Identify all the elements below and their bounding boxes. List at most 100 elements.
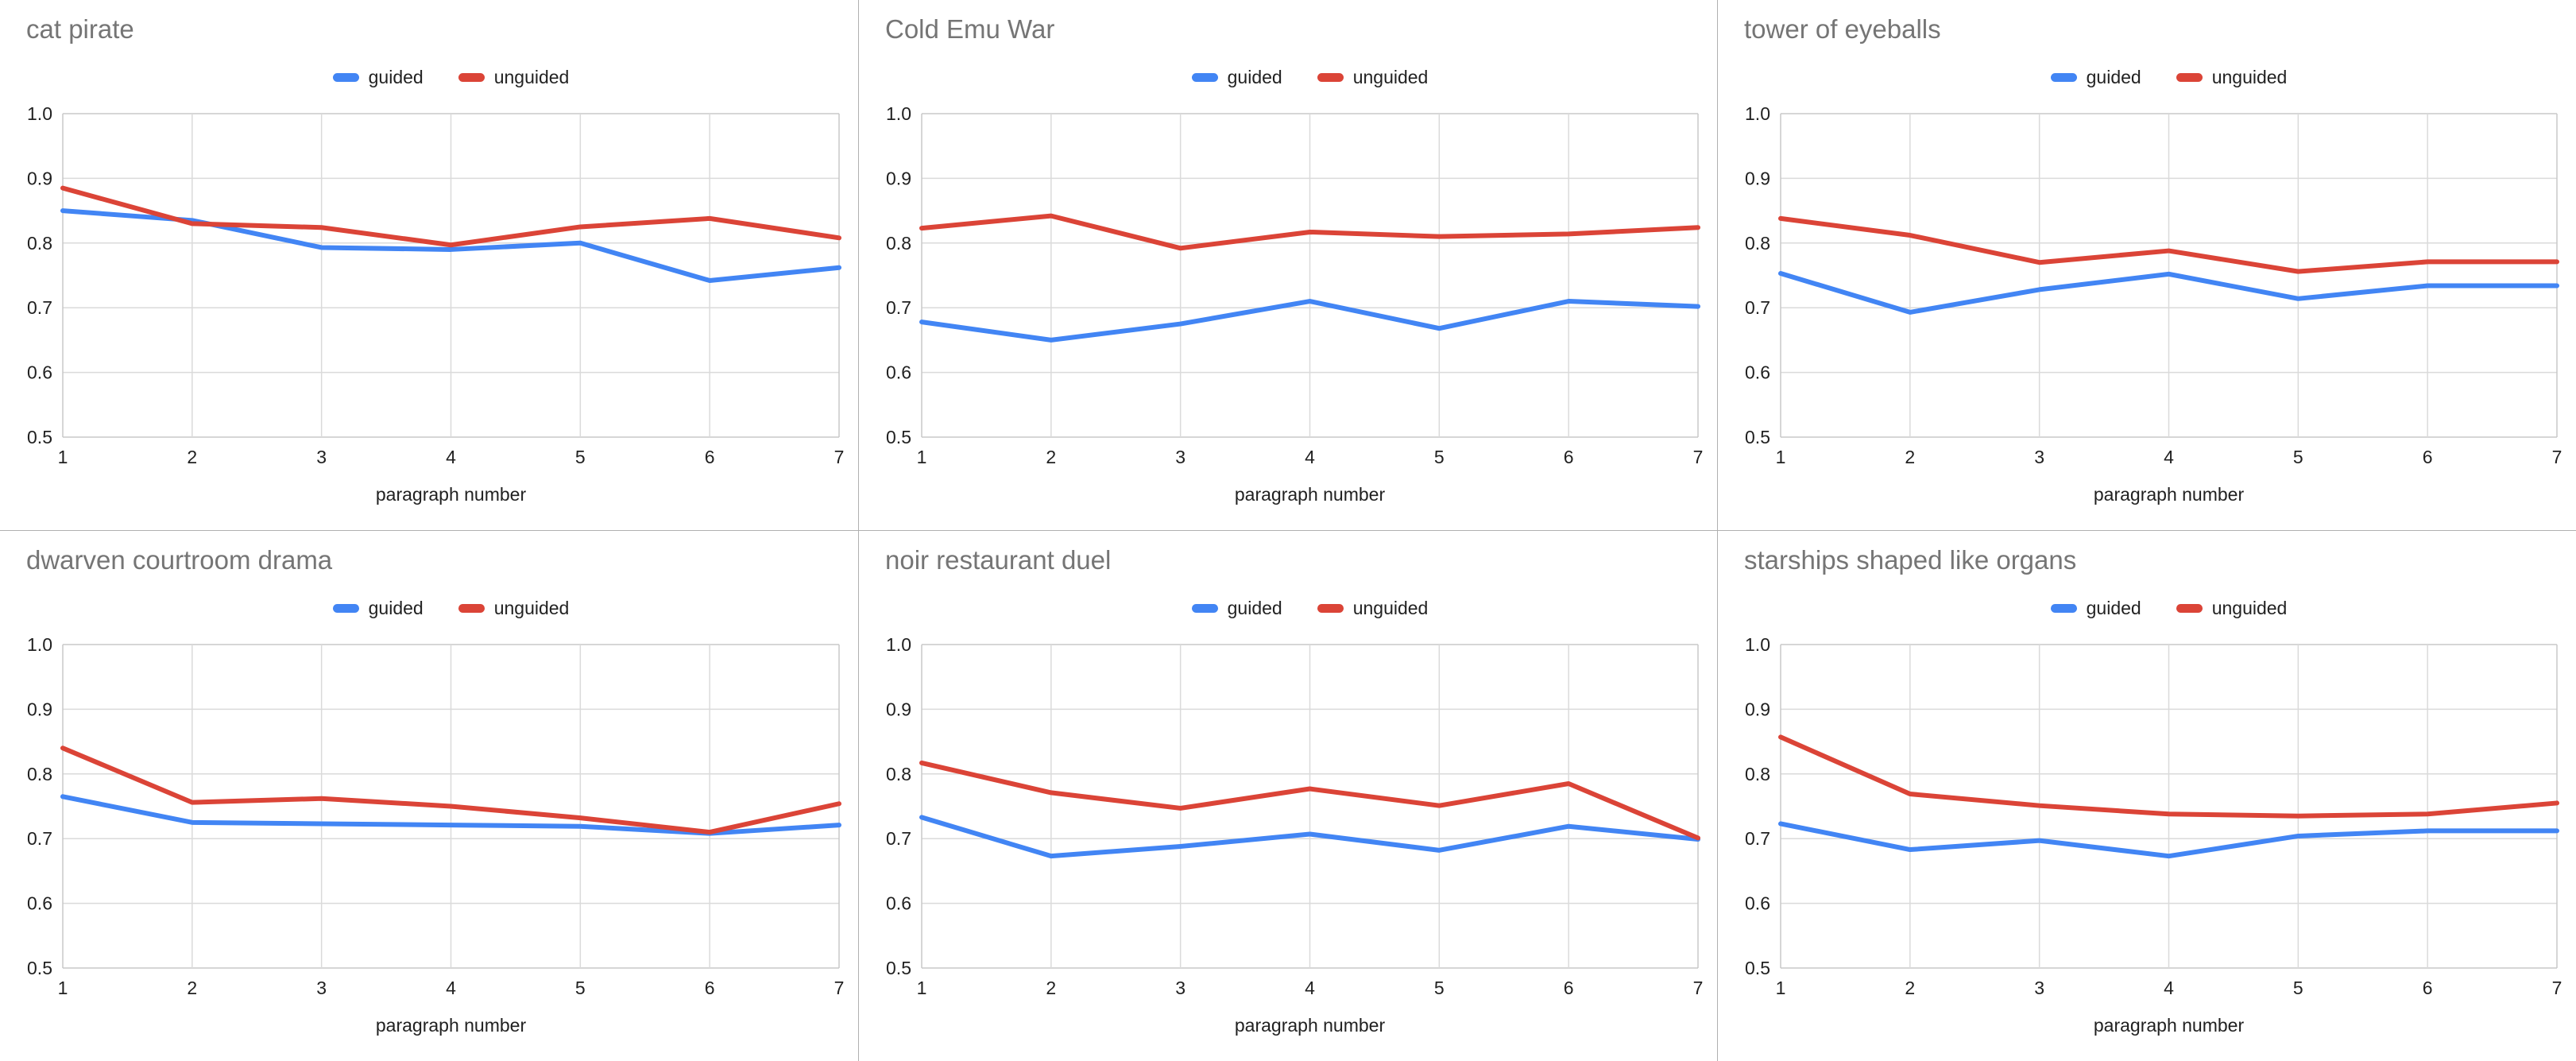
chart-legend: guided unguided xyxy=(63,598,839,619)
y-tick-label: 0.6 xyxy=(27,893,52,914)
chart-title: Cold Emu War xyxy=(885,14,1055,44)
x-tick-label: 7 xyxy=(2552,447,2562,467)
x-tick-label: 7 xyxy=(834,978,845,998)
y-tick-label: 0.7 xyxy=(1745,828,1770,849)
x-axis-title: paragraph number xyxy=(376,1015,527,1036)
y-tick-label: 1.0 xyxy=(886,634,911,655)
line-chart: 1.0 0.9 0.8 0.7 0.6 0.5 1 2 3 4 5 6 7 paragraph numbe… xyxy=(27,634,845,1036)
y-tick-label: 1.0 xyxy=(27,103,52,124)
chart-title: starships shaped like organs xyxy=(1744,545,2077,575)
unguided-legend-swatch xyxy=(2176,73,2203,82)
series-line-unguided xyxy=(1778,734,2559,819)
y-tick-label: 0.5 xyxy=(27,958,52,978)
chart-panel-cold-emu-war[interactable]: Cold Emu War guided unguided 1.0 0.9 0.8 0.7… xyxy=(859,0,1717,530)
series-line-unguided xyxy=(60,745,841,835)
unguided-legend-swatch xyxy=(2176,604,2203,613)
chart-title: cat pirate xyxy=(26,14,134,44)
legend-item-guided: guided xyxy=(2050,598,2141,619)
x-tick-label: 6 xyxy=(1564,978,1574,998)
y-tick-label: 1.0 xyxy=(1745,634,1770,655)
series-line-guided xyxy=(919,299,1700,343)
x-tick-label: 2 xyxy=(1046,978,1056,998)
line-chart: 1.0 0.9 0.8 0.7 0.6 0.5 1 2 3 4 5 6 7 paragraph numbe… xyxy=(27,103,844,505)
legend-item-guided: guided xyxy=(332,598,424,619)
x-tick-label: 7 xyxy=(1693,447,1704,467)
legend-label: unguided xyxy=(2211,67,2288,87)
x-tick-label: 4 xyxy=(2164,447,2174,467)
legend-item-guided: guided xyxy=(1191,67,1282,88)
guided-legend-swatch xyxy=(332,73,359,82)
legend-label: unguided xyxy=(493,67,570,87)
y-tick-label: 0.9 xyxy=(886,699,911,719)
y-tick-label: 0.6 xyxy=(1745,893,1770,914)
legend-label: guided xyxy=(1227,67,1282,87)
legend-label: unguided xyxy=(1352,598,1429,618)
series-line-guided xyxy=(60,208,841,284)
series-line-unguided xyxy=(1778,215,2559,274)
x-tick-label: 5 xyxy=(2293,447,2303,467)
legend-item-unguided: unguided xyxy=(1317,598,1429,619)
legend-label: unguided xyxy=(1352,67,1429,87)
y-tick-label: 0.6 xyxy=(27,362,52,383)
chart-panel-tower-of-eyeballs[interactable]: tower of eyeballs guided unguided 1.0 0.9 0… xyxy=(1718,0,2576,530)
x-tick-label: 2 xyxy=(1905,978,1915,998)
chart-panel-noir-restaurant-duel[interactable]: noir restaurant duel guided unguided 1.0 0… xyxy=(859,531,1717,1061)
legend-label: guided xyxy=(2086,67,2141,87)
x-tick-label: 1 xyxy=(58,978,68,998)
chart-legend: guided unguided xyxy=(922,598,1698,619)
y-tick-label: 0.8 xyxy=(27,764,52,784)
x-tick-label: 1 xyxy=(917,447,927,467)
legend-label: unguided xyxy=(2211,598,2288,618)
y-tick-label: 0.7 xyxy=(27,828,52,849)
x-axis-title: paragraph number xyxy=(376,484,527,505)
x-tick-label: 3 xyxy=(2034,978,2044,998)
chart-title: dwarven courtroom drama xyxy=(26,545,333,575)
x-tick-label: 1 xyxy=(1776,447,1786,467)
series-line-unguided xyxy=(919,213,1700,251)
legend-item-unguided: unguided xyxy=(2176,67,2288,88)
x-tick-label: 5 xyxy=(2293,978,2303,998)
x-tick-label: 7 xyxy=(2552,978,2562,998)
x-tick-label: 3 xyxy=(316,978,327,998)
guided-legend-swatch xyxy=(332,604,359,613)
chart-panel-starships-shaped-like-organs[interactable]: starships shaped like organs guided ungui… xyxy=(1718,531,2576,1061)
guided-legend-swatch xyxy=(2050,73,2077,82)
line-chart: 1.0 0.9 0.8 0.7 0.6 0.5 1 2 3 4 5 6 7 paragraph numbe… xyxy=(1745,103,2562,505)
chart-legend: guided unguided xyxy=(63,67,839,88)
y-tick-label: 0.9 xyxy=(886,168,911,188)
chart-title: tower of eyeballs xyxy=(1744,14,1941,44)
y-tick-label: 0.8 xyxy=(886,764,911,784)
y-tick-label: 0.6 xyxy=(1745,362,1770,383)
x-tick-label: 2 xyxy=(187,447,197,467)
y-tick-label: 0.8 xyxy=(1745,764,1770,784)
chart-panel-dwarven-courtroom-drama[interactable]: dwarven courtroom drama guided unguided 1… xyxy=(0,531,858,1061)
y-tick-label: 0.7 xyxy=(27,297,52,318)
x-axis-title: paragraph number xyxy=(2094,1015,2245,1036)
y-tick-label: 0.9 xyxy=(27,168,52,188)
series-line-guided xyxy=(1778,271,2559,315)
y-tick-label: 0.7 xyxy=(886,297,911,318)
x-tick-label: 4 xyxy=(446,978,456,998)
legend-item-guided: guided xyxy=(332,67,424,88)
unguided-legend-swatch xyxy=(458,604,485,613)
x-tick-label: 2 xyxy=(1905,447,1915,467)
series-line-unguided xyxy=(919,760,1700,841)
x-tick-label: 6 xyxy=(2423,978,2433,998)
legend-label: guided xyxy=(2086,598,2141,618)
x-tick-label: 4 xyxy=(1305,978,1315,998)
x-tick-label: 3 xyxy=(2034,447,2044,467)
x-axis-title: paragraph number xyxy=(1235,1015,1386,1036)
legend-label: guided xyxy=(1227,598,1282,618)
y-tick-label: 0.5 xyxy=(886,958,911,978)
y-tick-label: 0.5 xyxy=(1745,958,1770,978)
y-tick-label: 1.0 xyxy=(886,103,911,124)
legend-item-unguided: unguided xyxy=(458,598,569,619)
chart-panel-cat-pirate[interactable]: cat pirate guided unguided 1.0 0.9 0.8 0.7 0.… xyxy=(0,0,858,530)
legend-item-unguided: unguided xyxy=(1317,67,1429,88)
y-tick-label: 0.8 xyxy=(1745,233,1770,254)
x-tick-label: 3 xyxy=(1175,447,1186,467)
y-tick-label: 0.8 xyxy=(27,233,52,254)
chart-legend: guided unguided xyxy=(1781,67,2557,88)
x-tick-label: 5 xyxy=(1434,447,1445,467)
